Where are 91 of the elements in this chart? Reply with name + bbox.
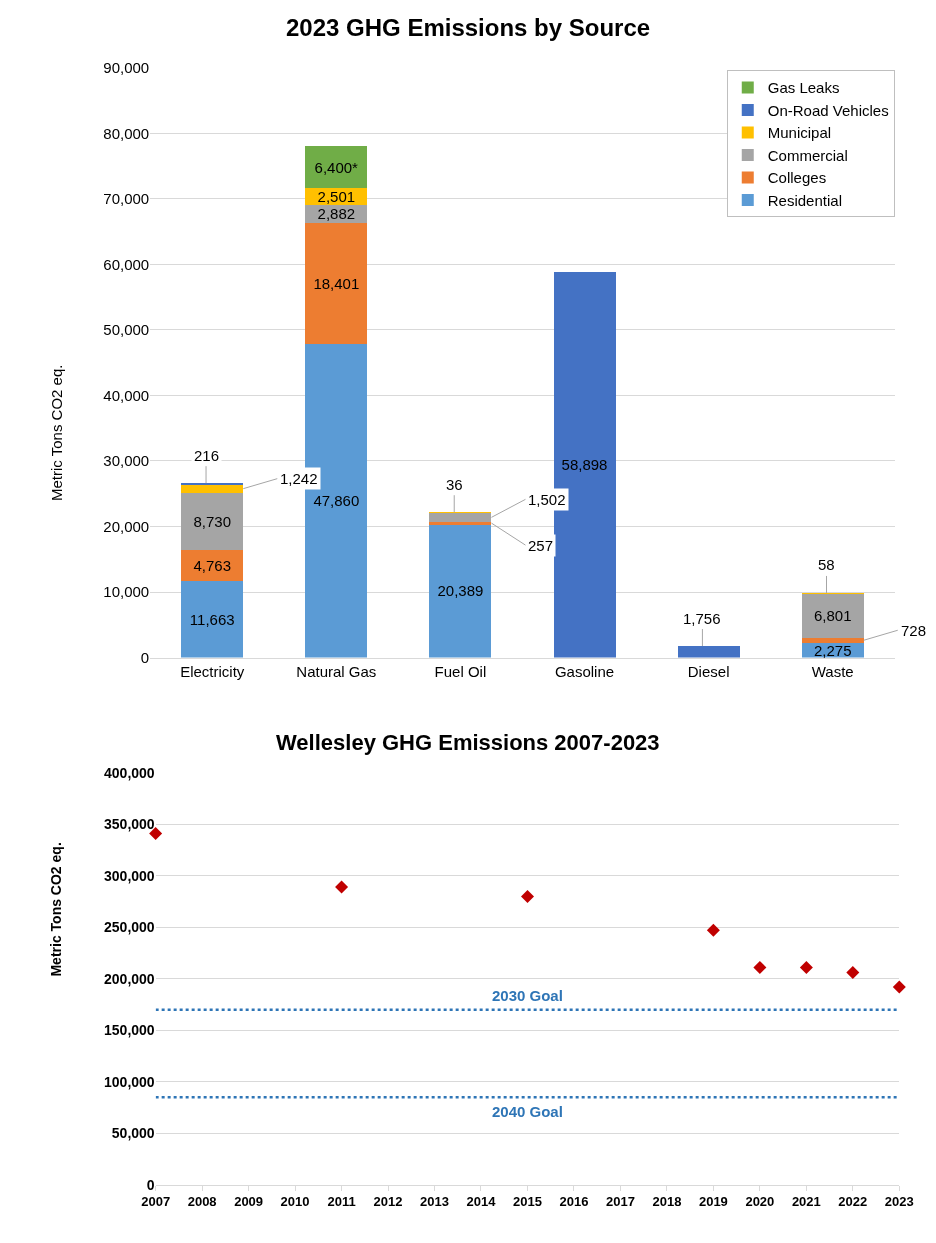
y-axis-title: Metric Tons CO2 eq. (48, 842, 65, 977)
y-tick-label: 200,000 (104, 970, 155, 987)
x-tick-label: Diesel (687, 662, 730, 680)
x-tick-label: 2021 (791, 1194, 821, 1210)
y-tick-label: 0 (146, 1176, 155, 1193)
y-tick-label: 50,000 (103, 321, 150, 339)
data-label: 11,663 (189, 610, 235, 628)
bar (181, 482, 244, 485)
x-tick-label: 2008 (187, 1194, 217, 1210)
legend-label: Residential (767, 191, 842, 209)
y-tick-label: 60,000 (103, 255, 150, 273)
x-tick-label: 2019 (698, 1194, 728, 1210)
data-label: 1,502 (528, 491, 566, 508)
x-tick-label: 2018 (652, 1194, 682, 1210)
x-tick-label: Natural Gas (296, 662, 377, 680)
point (706, 923, 720, 937)
x-tick-label: 2012 (373, 1194, 403, 1210)
point (799, 960, 813, 974)
data-label: 2,275 (813, 641, 852, 659)
bar (305, 146, 368, 189)
data-label: 257 (528, 537, 554, 554)
x-tick-label: 2023 (884, 1194, 914, 1210)
bar (429, 523, 492, 658)
y-tick-label: 40,000 (103, 386, 150, 404)
bar (801, 637, 864, 643)
y-tick-label: 20,000 (103, 517, 150, 535)
x-tick-label: Gasoline (554, 662, 615, 680)
x-tick-label: 2016 (559, 1194, 589, 1210)
data-label: 4,763 (193, 557, 232, 575)
y-tick-label: 350,000 (104, 816, 155, 833)
x-tick-label: 2009 (234, 1194, 264, 1210)
ref-line-label: 2030 Goal (492, 987, 563, 1004)
y-tick-label: 250,000 (104, 919, 155, 936)
data-label: 6,400* (314, 158, 359, 176)
y-tick-label: 80,000 (103, 124, 150, 142)
y-tick-label: 90,000 (103, 59, 150, 77)
bar (181, 492, 244, 550)
ref-line-label: 2040 Goal (492, 1103, 563, 1120)
y-tick-label: 300,000 (104, 867, 155, 884)
data-label: 216 (194, 447, 220, 464)
legend-label: On-Road Vehicles (767, 101, 889, 119)
bar (677, 646, 740, 658)
bar (181, 581, 244, 658)
data-label: 36 (446, 476, 463, 493)
point (846, 966, 860, 980)
chart-title: Wellesley GHG Emissions 2007-2023 (276, 730, 660, 755)
x-tick-label: 2013 (420, 1194, 449, 1210)
data-label: 18,401 (313, 275, 360, 293)
data-label: 8,730 (193, 512, 232, 530)
data-label: 58 (818, 556, 835, 573)
x-tick-label: 2014 (466, 1194, 497, 1210)
point (892, 980, 906, 994)
data-label: 2,882 (317, 205, 356, 223)
data-label: 20,389 (437, 582, 484, 600)
x-tick-label: Fuel Oil (434, 662, 487, 680)
x-tick-label: Waste (811, 662, 854, 680)
y-tick-label: 70,000 (103, 190, 150, 208)
y-tick-label: 30,000 (103, 452, 150, 470)
x-tick-label: 2007 (141, 1194, 171, 1210)
legend-label: Gas Leaks (767, 79, 840, 97)
y-tick-label: 0 (140, 648, 150, 666)
x-tick-label: 2011 (327, 1194, 356, 1210)
data-label: 1,242 (280, 470, 318, 487)
legend-label: Commercial (767, 146, 848, 164)
data-label: 2,501 (317, 187, 356, 205)
legend-label: Colleges (767, 169, 827, 187)
y-tick-label: 100,000 (104, 1073, 155, 1090)
x-tick-label: 2022 (838, 1194, 868, 1210)
point (520, 889, 534, 903)
data-label: 58,898 (561, 456, 608, 474)
data-label: 6,801 (813, 607, 852, 625)
y-axis-title: Metric Tons CO2 eq. (47, 364, 65, 501)
chart-title: 2023 GHG Emissions by Source (286, 14, 651, 41)
x-tick-label: 2017 (605, 1194, 635, 1210)
bar (305, 223, 368, 344)
point (753, 960, 767, 974)
bar (429, 522, 492, 525)
point (335, 880, 349, 894)
y-tick-label: 50,000 (111, 1125, 155, 1142)
data-label: 47,860 (313, 492, 360, 510)
x-tick-label: 2015 (513, 1194, 542, 1210)
data-label: 1,756 (683, 610, 721, 627)
x-tick-label: 2020 (745, 1194, 775, 1210)
data-label: 728 (901, 622, 927, 639)
x-tick-label: Electricity (180, 662, 245, 680)
y-tick-label: 150,000 (104, 1022, 155, 1039)
y-tick-label: 10,000 (103, 583, 150, 601)
legend-label: Municipal (767, 124, 832, 142)
y-tick-label: 400,000 (104, 764, 155, 781)
bar (181, 484, 244, 493)
x-tick-label: 2010 (280, 1194, 310, 1210)
